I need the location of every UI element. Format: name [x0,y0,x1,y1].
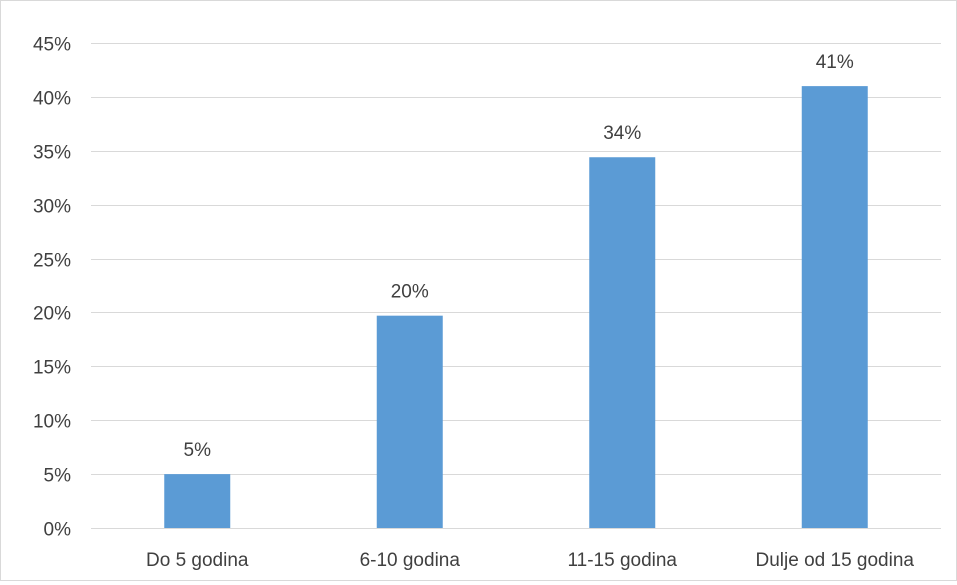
x-category-label: Do 5 godina [146,550,249,571]
bar [589,157,656,528]
bar [376,315,443,528]
y-tick-label: 35% [33,143,71,164]
x-category-label: 6-10 godina [360,550,461,571]
bar-data-label: 34% [603,123,641,144]
y-tick-label: 45% [33,35,71,56]
bars [164,86,868,528]
bar-data-label: 20% [391,282,429,303]
y-tick-label: 15% [33,358,71,379]
bar [801,86,868,528]
y-tick-label: 5% [44,466,72,487]
y-axis-tick-labels: 0% 5% 10% 15% 20% 25% 30% 35% 40% 45% [33,35,71,541]
gridlines [91,43,941,529]
bar-data-label: 5% [184,440,212,461]
y-tick-label: 0% [44,520,72,541]
y-tick-label: 25% [33,251,71,272]
y-tick-label: 20% [33,304,71,325]
x-category-label: Dulje od 15 godina [756,550,915,571]
x-axis-category-labels: Do 5 godina 6-10 godina 11-15 godina Dulje … [146,550,914,571]
y-tick-label: 30% [33,197,71,218]
bar [164,474,231,528]
data-labels: 5% 20% 34% 41% [184,52,854,461]
bar-data-label: 41% [816,52,854,73]
y-tick-label: 40% [33,89,71,110]
x-category-label: 11-15 godina [567,550,677,571]
y-tick-label: 10% [33,412,71,433]
